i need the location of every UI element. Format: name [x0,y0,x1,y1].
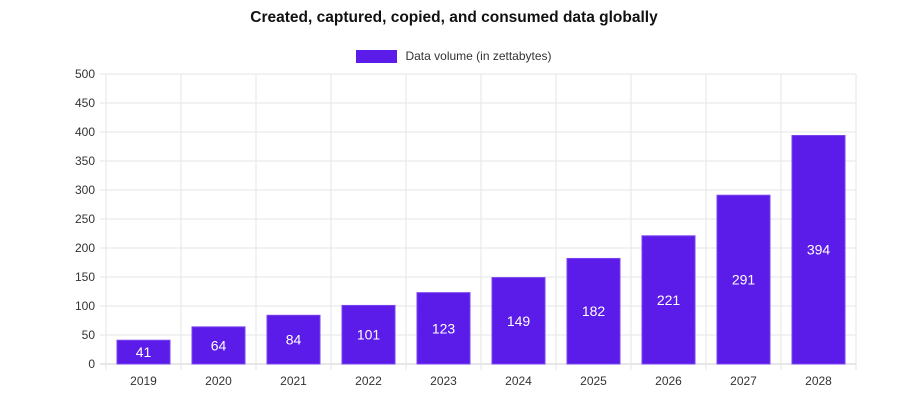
x-tick-label: 2023 [430,374,457,388]
x-tick-label: 2028 [805,374,832,388]
legend-swatch [356,49,398,63]
y-tick-label: 100 [75,299,95,313]
x-tick-label: 2020 [205,374,232,388]
y-tick-label: 350 [75,154,95,168]
legend-label: Data volume (in zettabytes) [405,49,552,63]
y-tick-label: 500 [75,67,95,81]
bar-value-label: 149 [507,313,531,329]
bar-value-label: 291 [732,272,756,288]
y-tick-label: 400 [75,125,95,139]
bar-value-label: 64 [211,337,227,353]
bar [641,235,696,365]
x-tick-label: 2024 [505,374,532,388]
bar [191,326,246,365]
bar [491,277,546,365]
bar-value-label: 394 [807,242,831,258]
bar [116,339,171,365]
x-tick-label: 2021 [280,374,307,388]
bar-value-label: 123 [432,320,456,336]
x-tick-label: 2025 [580,374,607,388]
y-tick-label: 300 [75,183,95,197]
y-tick-label: 250 [75,212,95,226]
legend[interactable]: Data volume (in zettabytes) [0,49,908,63]
bar [566,257,621,365]
bar-value-label: 221 [657,292,681,308]
y-tick-label: 50 [82,328,96,342]
x-tick-label: 2019 [130,374,157,388]
y-tick-label: 200 [75,241,95,255]
bar [716,194,771,365]
y-tick-label: 0 [88,357,95,371]
y-tick-label: 450 [75,96,95,110]
bar [266,314,321,365]
bar [341,304,396,365]
chart-title: Created, captured, copied, and consumed … [250,9,658,26]
bar-value-label: 101 [357,327,381,343]
bar-value-label: 41 [136,344,152,360]
x-tick-label: 2022 [355,374,382,388]
bar-value-label: 84 [286,332,302,348]
y-tick-label: 150 [75,270,95,284]
bar [791,134,846,365]
bar [416,292,471,365]
bar-value-label: 182 [582,303,606,319]
x-tick-label: 2027 [730,374,757,388]
x-tick-label: 2026 [655,374,682,388]
